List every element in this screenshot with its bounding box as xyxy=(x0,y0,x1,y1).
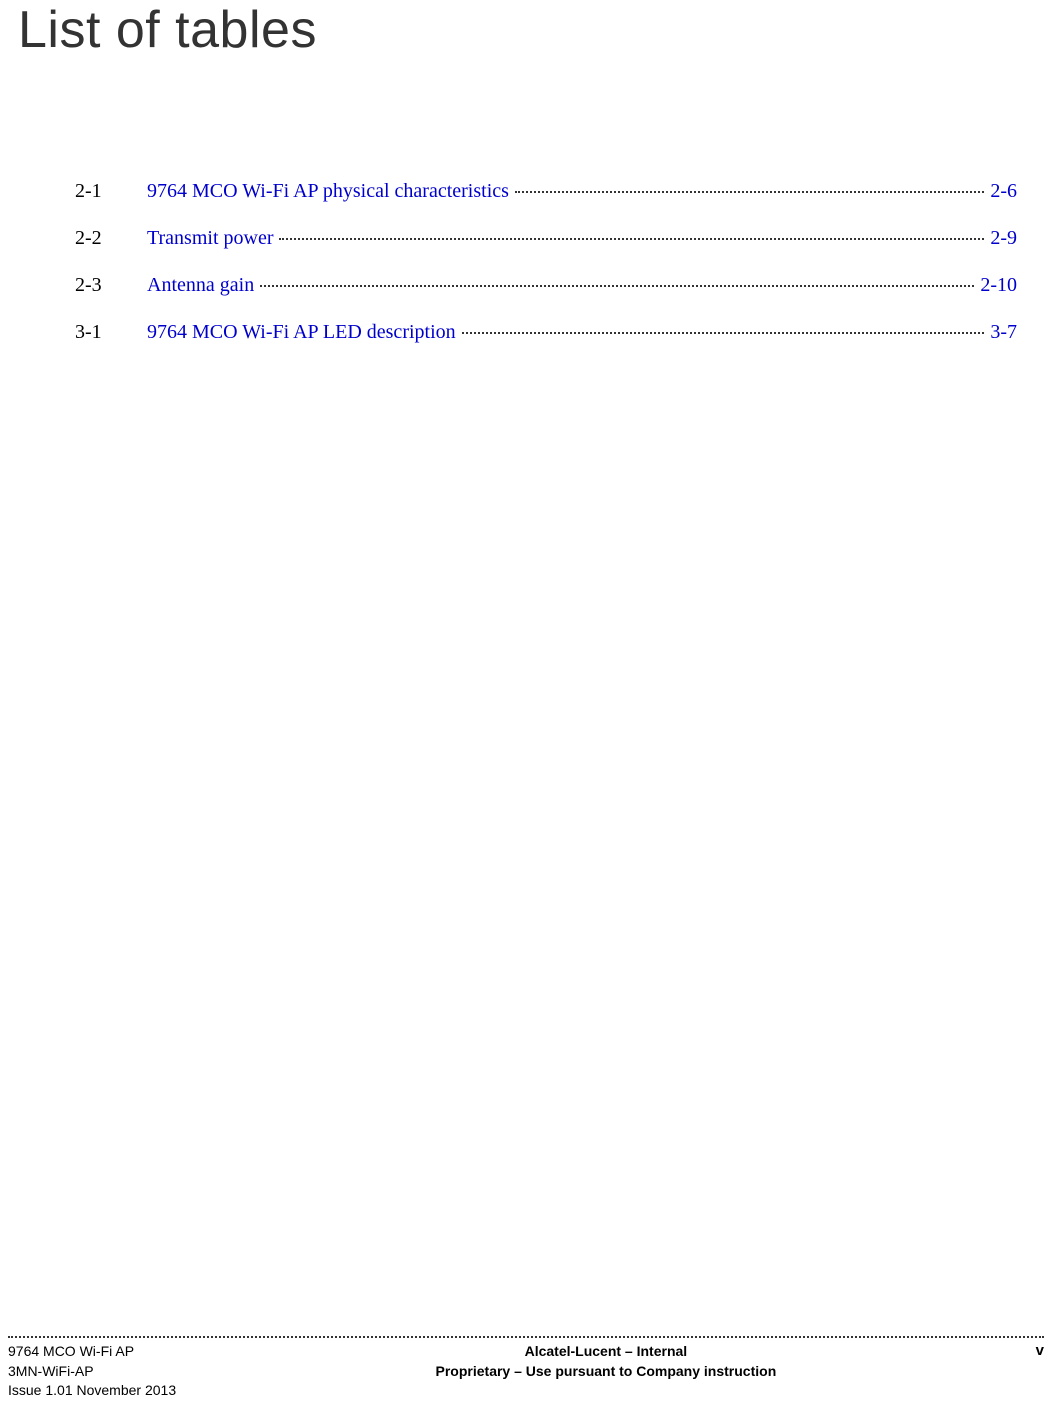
toc-entry: 2-3 Antenna gain 2-10 xyxy=(75,274,1017,297)
toc-title-link[interactable]: 9764 MCO Wi-Fi AP LED description xyxy=(147,321,456,344)
footer-doc-title: 9764 MCO Wi-Fi AP xyxy=(8,1342,176,1362)
toc-number: 3-1 xyxy=(75,321,147,344)
toc-leader-dots xyxy=(462,332,985,334)
toc-leader-dots xyxy=(260,285,974,287)
toc-page-link[interactable]: 2-10 xyxy=(980,274,1017,297)
toc-entry: 2-1 9764 MCO Wi-Fi AP physical character… xyxy=(75,180,1017,203)
footer-center: Alcatel-Lucent – Internal Proprietary – … xyxy=(436,1342,777,1381)
toc-entry: 3-1 9764 MCO Wi-Fi AP LED description 3-… xyxy=(75,321,1017,344)
toc-number: 2-3 xyxy=(75,274,147,297)
toc-title-link[interactable]: Transmit power xyxy=(147,227,273,250)
footer-proprietary-notice: Proprietary – Use pursuant to Company in… xyxy=(436,1362,777,1382)
toc-title-link[interactable]: 9764 MCO Wi-Fi AP physical characteristi… xyxy=(147,180,509,203)
toc-list: 2-1 9764 MCO Wi-Fi AP physical character… xyxy=(0,180,1052,344)
footer-doc-id: 3MN-WiFi-AP xyxy=(8,1362,176,1382)
toc-number: 2-1 xyxy=(75,180,147,203)
page-title: List of tables xyxy=(0,0,1052,60)
toc-leader-dots xyxy=(515,191,984,193)
footer-content: 9764 MCO Wi-Fi AP 3MN-WiFi-AP Issue 1.01… xyxy=(0,1342,1052,1401)
toc-number: 2-2 xyxy=(75,227,147,250)
toc-title-link[interactable]: Antenna gain xyxy=(147,274,254,297)
footer-issue-date: Issue 1.01 November 2013 xyxy=(8,1381,176,1401)
toc-page-link[interactable]: 3-7 xyxy=(990,321,1017,344)
footer-divider xyxy=(8,1336,1044,1338)
page-footer: 9764 MCO Wi-Fi AP 3MN-WiFi-AP Issue 1.01… xyxy=(0,1336,1052,1401)
toc-page-link[interactable]: 2-6 xyxy=(990,180,1017,203)
footer-classification: Alcatel-Lucent – Internal xyxy=(436,1342,777,1362)
toc-page-link[interactable]: 2-9 xyxy=(990,227,1017,250)
toc-leader-dots xyxy=(279,238,984,240)
footer-left: 9764 MCO Wi-Fi AP 3MN-WiFi-AP Issue 1.01… xyxy=(8,1342,176,1401)
toc-entry: 2-2 Transmit power 2-9 xyxy=(75,227,1017,250)
footer-page-number: v xyxy=(1036,1342,1044,1359)
